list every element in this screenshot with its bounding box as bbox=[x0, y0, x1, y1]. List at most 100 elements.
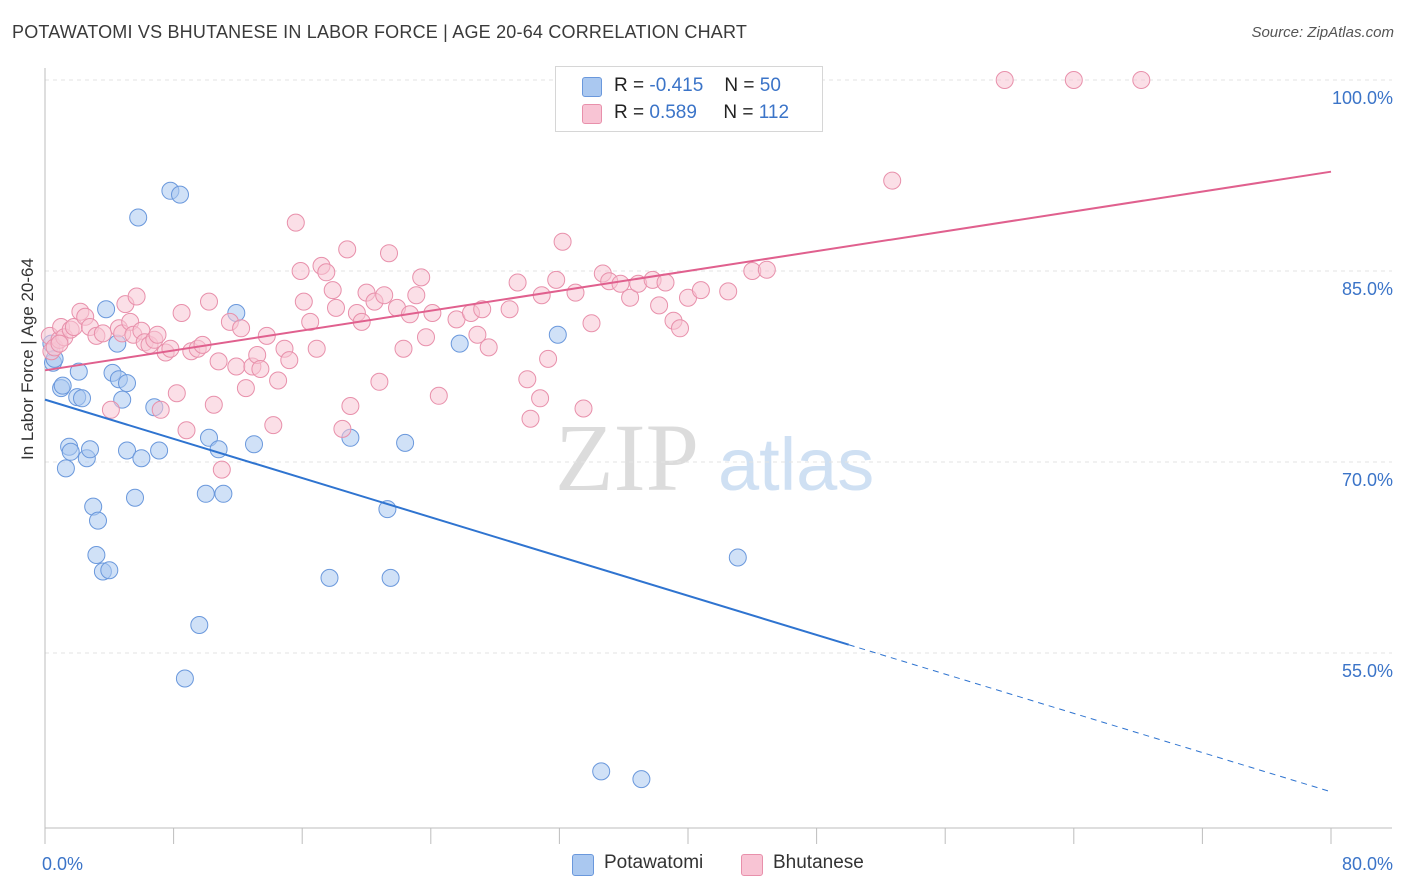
point-bhutanese bbox=[531, 389, 550, 408]
point-bhutanese bbox=[212, 460, 231, 479]
point-bhutanese bbox=[479, 338, 498, 357]
y-tick-label: 70.0% bbox=[1342, 470, 1393, 490]
trend-lines bbox=[44, 170, 1332, 793]
point-potawatomi bbox=[81, 440, 99, 459]
point-bhutanese bbox=[417, 328, 435, 347]
trend-line-bhutanese bbox=[44, 170, 1332, 372]
point-bhutanese bbox=[574, 399, 593, 418]
point-potawatomi bbox=[190, 616, 209, 634]
axes bbox=[44, 68, 1392, 844]
point-bhutanese bbox=[269, 371, 288, 390]
point-bhutanese bbox=[375, 286, 394, 305]
point-bhutanese bbox=[280, 351, 299, 370]
legend: R = -0.415 N = 50 R = 0.589 N = 112 bbox=[555, 66, 823, 132]
point-bhutanese bbox=[177, 421, 196, 440]
bottom-legend-swatch-potawatomi bbox=[572, 854, 594, 876]
point-bhutanese bbox=[307, 339, 326, 358]
point-bhutanese bbox=[127, 287, 146, 306]
legend-n-label: N = bbox=[723, 102, 754, 123]
watermark: ZIP atlas bbox=[555, 404, 874, 511]
point-potawatomi bbox=[53, 376, 72, 395]
point-bhutanese bbox=[582, 314, 601, 333]
point-bhutanese bbox=[291, 262, 310, 280]
point-bhutanese bbox=[518, 370, 537, 389]
watermark-atlas: atlas bbox=[718, 423, 874, 506]
point-bhutanese bbox=[719, 282, 738, 301]
point-bhutanese bbox=[500, 300, 519, 319]
point-potawatomi bbox=[150, 441, 169, 460]
point-potawatomi bbox=[245, 435, 263, 454]
y-axis-title: In Labor Force | Age 20-64 bbox=[18, 258, 37, 460]
legend-swatch-bhutanese bbox=[582, 104, 602, 124]
point-bhutanese bbox=[148, 325, 167, 344]
trend-line-potawatomi-extension bbox=[848, 644, 1332, 793]
point-potawatomi bbox=[214, 484, 233, 503]
point-bhutanese bbox=[204, 395, 223, 414]
legend-r-value: 0.589 bbox=[649, 102, 697, 123]
point-potawatomi bbox=[381, 568, 400, 587]
point-bhutanese bbox=[407, 286, 426, 305]
point-potawatomi bbox=[632, 770, 651, 789]
point-bhutanese bbox=[301, 312, 320, 331]
point-bhutanese bbox=[508, 273, 527, 292]
point-bhutanese bbox=[327, 298, 345, 317]
point-bhutanese bbox=[232, 319, 251, 338]
points bbox=[40, 71, 1151, 789]
bottom-legend-swatch-bhutanese bbox=[741, 854, 763, 876]
point-bhutanese bbox=[370, 372, 389, 391]
source-label: Source: ZipAtlas.com bbox=[1251, 24, 1394, 41]
point-bhutanese bbox=[93, 324, 112, 343]
trend-line-potawatomi bbox=[44, 398, 850, 646]
point-bhutanese bbox=[209, 352, 228, 371]
legend-n-value: 112 bbox=[758, 102, 790, 123]
point-bhutanese bbox=[671, 319, 689, 338]
point-bhutanese bbox=[317, 263, 336, 282]
bottom-legend-label: Bhutanese bbox=[773, 852, 864, 873]
point-bhutanese bbox=[656, 273, 675, 292]
point-potawatomi bbox=[450, 334, 469, 353]
point-bhutanese bbox=[333, 419, 352, 438]
point-bhutanese bbox=[294, 292, 313, 311]
point-potawatomi bbox=[592, 762, 611, 781]
watermark-zip: ZIP bbox=[555, 404, 699, 511]
point-bhutanese bbox=[521, 409, 540, 428]
x-tick-label-end: 80.0% bbox=[1342, 854, 1393, 874]
point-bhutanese bbox=[50, 334, 69, 353]
point-potawatomi bbox=[200, 428, 218, 447]
point-bhutanese bbox=[323, 281, 342, 300]
point-bhutanese bbox=[621, 288, 640, 307]
point-potawatomi bbox=[548, 325, 567, 344]
point-bhutanese bbox=[236, 379, 255, 398]
legend-swatch-potawatomi bbox=[582, 77, 602, 97]
point-bhutanese bbox=[650, 296, 669, 315]
point-bhutanese bbox=[101, 400, 120, 419]
point-bhutanese bbox=[995, 71, 1014, 89]
point-potawatomi bbox=[171, 185, 189, 204]
point-bhutanese bbox=[429, 386, 448, 405]
point-potawatomi bbox=[118, 441, 136, 460]
point-bhutanese bbox=[1132, 71, 1151, 89]
point-bhutanese bbox=[264, 416, 283, 435]
point-bhutanese bbox=[423, 304, 442, 322]
y-tick-label: 100.0% bbox=[1332, 88, 1393, 108]
y-tick-label: 55.0% bbox=[1342, 661, 1393, 681]
point-potawatomi bbox=[61, 442, 80, 461]
point-potawatomi bbox=[100, 561, 119, 580]
point-bhutanese bbox=[338, 240, 357, 259]
y-tick-label: 85.0% bbox=[1342, 279, 1393, 299]
point-potawatomi bbox=[175, 669, 194, 688]
grid bbox=[45, 79, 1392, 654]
point-potawatomi bbox=[728, 548, 747, 567]
point-potawatomi bbox=[89, 511, 107, 530]
legend-n-label: N = bbox=[724, 75, 755, 96]
point-potawatomi bbox=[118, 374, 136, 393]
point-bhutanese bbox=[341, 397, 360, 415]
point-bhutanese bbox=[251, 360, 270, 378]
bottom-legend-label: Potawatomi bbox=[604, 852, 704, 873]
point-potawatomi bbox=[126, 488, 144, 507]
x-tick-label-start: 0.0% bbox=[42, 854, 83, 874]
point-potawatomi bbox=[196, 484, 215, 503]
legend-n-value: 50 bbox=[759, 75, 781, 96]
legend-r-label: R = bbox=[614, 102, 645, 123]
